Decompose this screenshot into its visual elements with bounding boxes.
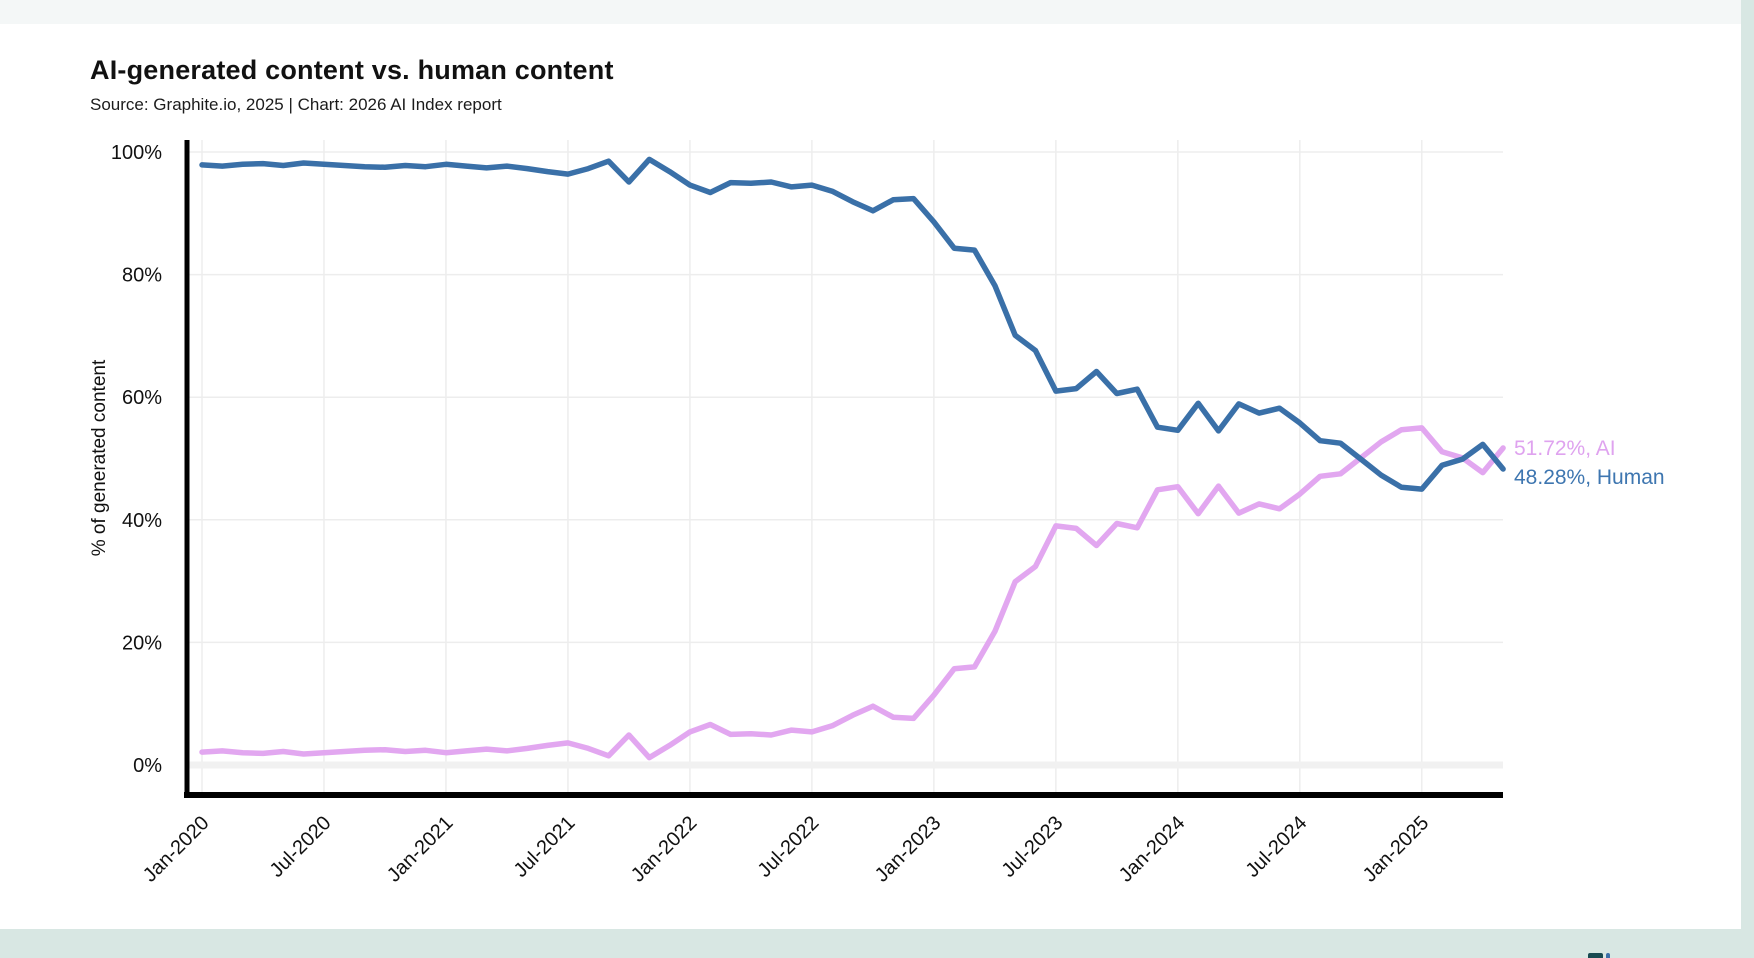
x-tick-label: Jan-2021 (383, 812, 458, 887)
x-tick-label: Jul-2021 (510, 812, 580, 882)
logo-block-icon (1606, 953, 1610, 958)
series-lines (199, 156, 1506, 761)
y-tick-label: 20% (122, 632, 162, 654)
x-tick-label: Jul-2024 (1242, 812, 1312, 882)
axes (184, 140, 1503, 798)
x-tick-label: Jan-2024 (1115, 812, 1190, 887)
y-tick-label: 40% (122, 510, 162, 532)
x-tick-label: Jul-2020 (266, 812, 336, 882)
x-tick-label: Jan-2023 (871, 812, 946, 887)
chart-title: AI-generated content vs. human content (90, 55, 614, 85)
top-strip (0, 0, 1741, 24)
tick-labels: 0% 20% 40% 60% 80% 100% Jan-2020 Jul-2020 Jan-20… (111, 142, 1433, 887)
x-tick-label: Jan-2025 (1359, 812, 1434, 887)
y-axis-title: % of generated content (89, 359, 110, 556)
ai-line (199, 425, 1506, 761)
y-tick-label: 60% (122, 387, 162, 409)
y-tick-label: 100% (111, 142, 162, 164)
gridlines (187, 140, 1503, 795)
x-tick-label: Jan-2022 (627, 812, 702, 887)
human-line (199, 156, 1506, 492)
x-tick-label: Jul-2023 (998, 812, 1068, 882)
ai-end-label: 51.72%, AI (1514, 437, 1616, 460)
human-end-label: 48.28%, Human (1514, 466, 1665, 489)
x-tick-label: Jan-2020 (139, 812, 214, 887)
logo-block-icon (1588, 953, 1603, 958)
flourish-logo-fragment (1588, 953, 1610, 958)
x-tick-label: Jul-2022 (754, 812, 824, 882)
y-tick-label: 80% (122, 265, 162, 287)
chart-card (0, 24, 1741, 929)
chart-subtitle: Source: Graphite.io, 2025 | Chart: 2026 … (90, 95, 502, 114)
y-tick-label: 0% (133, 755, 162, 777)
